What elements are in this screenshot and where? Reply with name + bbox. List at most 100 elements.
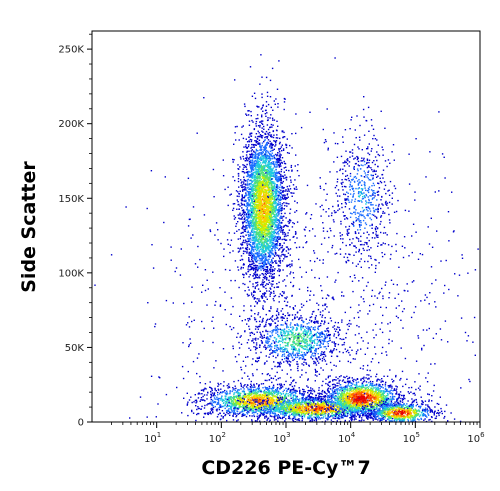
- data-point: [384, 160, 387, 162]
- data-point: [318, 362, 320, 364]
- data-point: [307, 345, 309, 347]
- data-point: [254, 213, 256, 215]
- data-point: [329, 339, 331, 342]
- data-point: [247, 173, 249, 175]
- data-point: [251, 257, 253, 259]
- data-point: [300, 326, 302, 328]
- data-point: [251, 209, 254, 212]
- data-point: [260, 168, 263, 171]
- data-point: [283, 160, 285, 163]
- data-point: [341, 234, 343, 236]
- data-point: [302, 327, 304, 329]
- data-point: [280, 255, 282, 257]
- data-point: [257, 200, 259, 203]
- data-point: [357, 169, 359, 172]
- data-point: [293, 337, 295, 339]
- data-point: [265, 191, 267, 194]
- data-point: [366, 158, 369, 160]
- data-point: [286, 138, 288, 140]
- data-point: [256, 281, 259, 284]
- data-point: [286, 202, 288, 205]
- data-point: [261, 144, 263, 147]
- data-point: [268, 211, 270, 213]
- data-point: [281, 291, 284, 293]
- data-point: [367, 191, 370, 194]
- data-point: [260, 211, 263, 214]
- data-point: [269, 226, 272, 228]
- data-point: [240, 158, 242, 160]
- data-point: [372, 197, 374, 199]
- data-point: [249, 274, 251, 276]
- data-point: [260, 244, 262, 246]
- data-point: [251, 215, 253, 217]
- data-point: [258, 252, 261, 254]
- data-point: [277, 335, 280, 338]
- data-point: [259, 142, 261, 144]
- data-point: [282, 149, 285, 151]
- data-point: [252, 184, 255, 186]
- data-point: [276, 228, 279, 230]
- data-point: [265, 257, 267, 260]
- data-point: [250, 135, 253, 137]
- data-point: [254, 291, 256, 293]
- data-point: [256, 172, 258, 175]
- data-point: [269, 203, 271, 206]
- data-point: [276, 247, 279, 249]
- data-point: [245, 272, 247, 274]
- data-point: [252, 193, 254, 196]
- data-point: [271, 259, 273, 262]
- data-point: [284, 341, 286, 344]
- data-point: [258, 160, 261, 163]
- data-point: [252, 358, 254, 360]
- data-point: [245, 144, 247, 146]
- data-point: [232, 158, 234, 161]
- data-point: [285, 345, 287, 347]
- data-point: [261, 198, 264, 201]
- data-point: [278, 233, 280, 235]
- data-point: [291, 346, 293, 348]
- data-point: [281, 157, 284, 159]
- data-point: [252, 173, 255, 175]
- data-point: [343, 341, 346, 344]
- data-point: [258, 213, 260, 216]
- data-point: [249, 269, 251, 271]
- data-point: [273, 161, 275, 163]
- data-point: [354, 129, 356, 131]
- data-point: [271, 182, 273, 184]
- data-point: [273, 286, 276, 289]
- data-point: [278, 223, 280, 225]
- data-point: [259, 175, 261, 177]
- data-point: [253, 346, 255, 348]
- data-point: [265, 249, 267, 251]
- data-point: [283, 231, 286, 234]
- data-point: [301, 319, 303, 321]
- data-point: [276, 203, 278, 205]
- data-point: [264, 194, 266, 196]
- data-point: [269, 335, 271, 337]
- data-point: [259, 224, 261, 226]
- data-point: [255, 220, 257, 222]
- data-point: [261, 258, 263, 261]
- data-point: [342, 241, 344, 244]
- data-point: [259, 231, 262, 234]
- data-point: [241, 227, 244, 230]
- data-point: [302, 355, 305, 358]
- data-point: [287, 351, 290, 353]
- data-point: [279, 179, 281, 181]
- data-point: [257, 106, 259, 108]
- data-point: [272, 188, 274, 191]
- data-point: [250, 205, 252, 207]
- data-point: [250, 115, 252, 117]
- data-point: [275, 153, 277, 156]
- data-point: [270, 245, 272, 247]
- data-point: [245, 157, 248, 160]
- data-point: [280, 192, 282, 195]
- data-point: [247, 157, 250, 160]
- data-point: [275, 160, 278, 163]
- data-point: [258, 224, 260, 226]
- data-point: [320, 342, 322, 345]
- data-point: [262, 229, 264, 232]
- data-point: [256, 245, 259, 247]
- data-point: [271, 330, 273, 332]
- data-point: [304, 339, 307, 341]
